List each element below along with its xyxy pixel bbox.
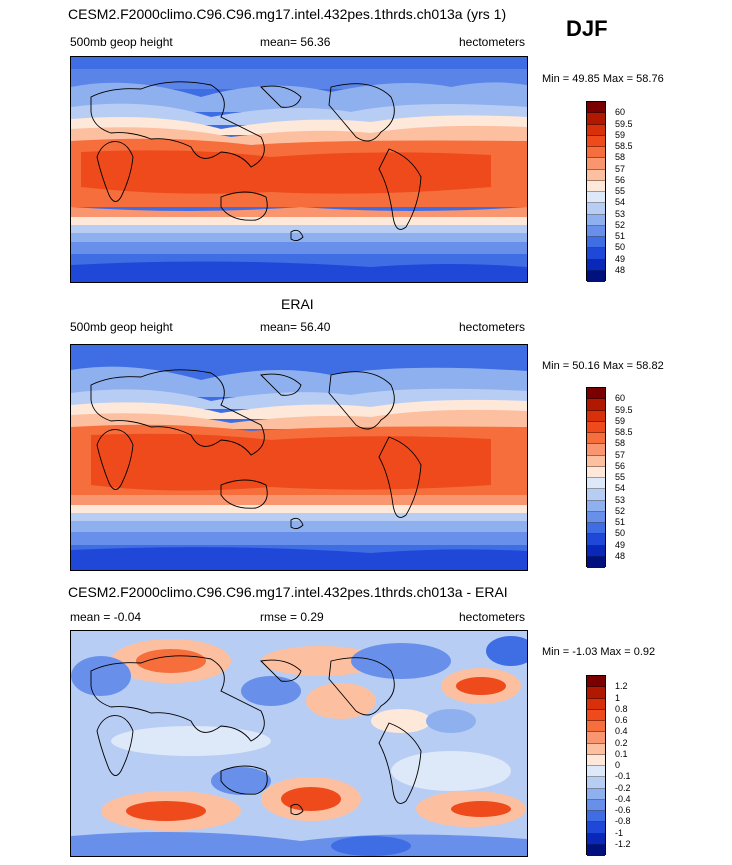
panel1-colorbar-tick: 58 [615,152,626,162]
panel1-colorbar-tick: 53 [615,209,626,219]
panel1-colorbar-tick: 60 [615,107,626,117]
panel3-colorbar-tick: 0.1 [615,749,628,759]
panel1-title: CESM2.F2000climo.C96.C96.mg17.intel.432p… [68,6,507,22]
panel1-colorbar-tick: 59.5 [615,119,633,129]
panel3-contour-field [71,631,527,856]
panel3-colorbar-tick: -0.8 [615,816,631,826]
panel3-mean-label: mean = -0.04 [70,610,142,624]
panel2-colorbar-tick: 59.5 [615,405,633,415]
season-label: DJF [566,16,608,41]
panel2-minmax-label: Min = 50.16 Max = 58.82 [542,360,664,372]
panel2-colorbar-tick: 59 [615,416,626,426]
panel2-colorbar-tick: 60 [615,393,626,403]
panel2-title: ERAI [281,296,314,312]
panel3-colorbar-tick: -1 [615,828,624,838]
panel1-mean-label: mean= 56.36 [260,35,331,49]
panel2-colorbar-tick: 54 [615,483,626,493]
panel2-colorbar-tick: 48 [615,551,626,561]
panel1-colorbar-tick: 55 [615,186,626,196]
panel3-title: CESM2.F2000climo.C96.C96.mg17.intel.432p… [68,584,508,600]
panel1-minmax-label: Min = 49.85 Max = 58.76 [542,73,664,85]
panel1-colorbar-tick: 54 [615,197,626,207]
panel1-colorbar [586,101,606,282]
panel1-units-label: hectometers [459,35,526,49]
panel3-colorbar-tick: 1 [615,693,621,703]
panel3-colorbar [586,675,606,856]
panel1-colorbar-tick: 50 [615,242,626,252]
panel3-colorbar-tick: -0.4 [615,794,631,804]
panel3-colorbar-tick: 0.2 [615,738,628,748]
panel3-minmax-label: Min = -1.03 Max = 0.92 [542,646,656,658]
panel1-colorbar-tick: 59 [615,130,626,140]
panel2-colorbar-tick: 50 [615,528,626,538]
panel1-colorbar-tick: 48 [615,265,626,275]
panel3-units-label: hectometers [459,610,526,624]
panel3-colorbar-tick: 0.6 [615,715,628,725]
panel1-contour-field [71,57,527,282]
panel2-units-label: hectometers [459,320,526,334]
panel3-colorbar-tick: 0 [615,760,621,770]
panel2-variable-label: 500mb geop height [70,320,173,334]
panel1-colorbar-tick: 56 [615,175,626,185]
panel2-colorbar-tick: 49 [615,540,626,550]
panel3-colorbar-tick: 1.2 [615,681,628,691]
panel3-colorbar-tick: -1.2 [615,839,631,849]
panel3-colorbar-tick: -0.6 [615,805,631,815]
panel2-map [70,344,528,571]
panel2-colorbar-tick: 56 [615,461,626,471]
panel2-colorbar-tick: 53 [615,495,626,505]
panel1-colorbar-tick: 52 [615,220,626,230]
panel2-colorbar-tick: 51 [615,517,626,527]
panel2-colorbar-tick: 57 [615,450,626,460]
panel3-colorbar-tick: 0.8 [615,704,628,714]
panel3-rmse-label: rmse = 0.29 [260,610,324,624]
panel2-colorbar-tick: 58.5 [615,427,633,437]
panel3-colorbar-tick: -0.2 [615,783,631,793]
panel1-map [70,56,528,283]
panel3-map [70,630,528,857]
panel2-colorbar-tick: 52 [615,506,626,516]
panel3-colorbar-tick: -0.1 [615,771,631,781]
panel1-colorbar-tick: 51 [615,231,626,241]
panel3-colorbar-tick: 0.4 [615,726,628,736]
panel1-colorbar-tick: 49 [615,254,626,264]
panel2-contour-field [71,345,527,570]
panel2-colorbar-tick: 55 [615,472,626,482]
panel2-colorbar-tick: 58 [615,438,626,448]
panel1-variable-label: 500mb geop height [70,35,173,49]
panel2-colorbar [586,387,606,568]
panel2-mean-label: mean= 56.40 [260,320,331,334]
panel1-colorbar-tick: 57 [615,164,626,174]
panel1-colorbar-tick: 58.5 [615,141,633,151]
